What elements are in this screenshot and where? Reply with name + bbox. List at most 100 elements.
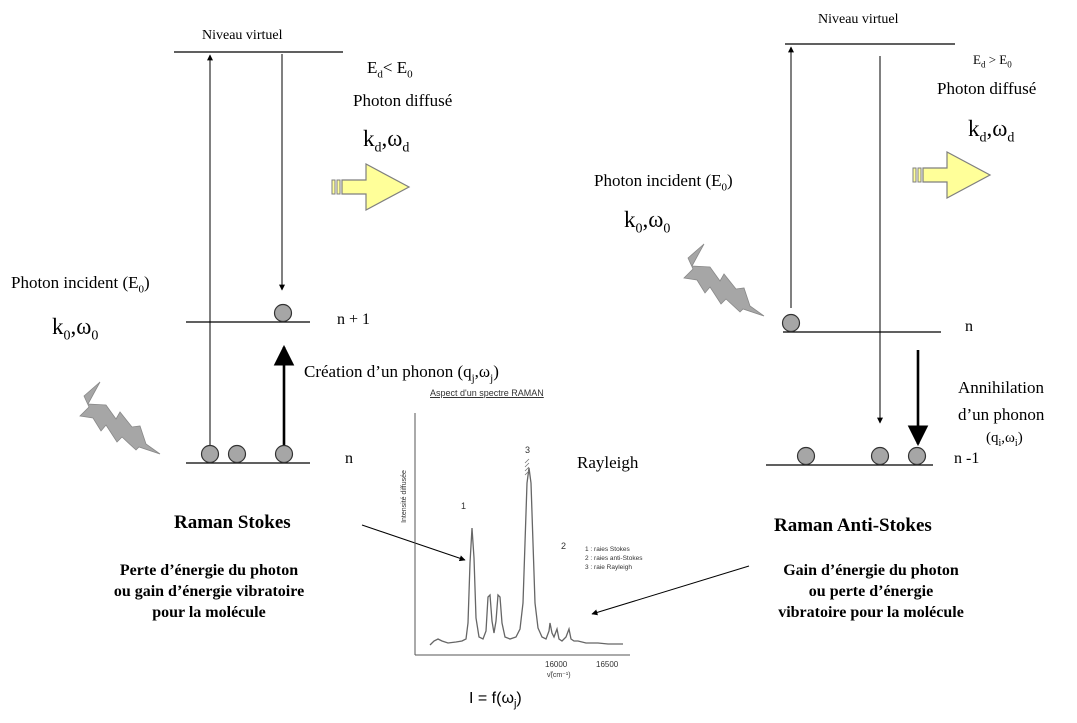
raman-anti-stokes-title: Raman Anti-Stokes [774, 515, 932, 536]
level-n-label-left: n [345, 450, 353, 467]
ground-ball-3-left [274, 444, 294, 464]
anti-stokes-description: Gain d’énergie du photon ou perte d’éner… [736, 560, 1006, 623]
energy-condition-left: Ed< E0 [367, 58, 413, 80]
omega-symbol: ,ω [642, 207, 664, 232]
anti-stokes-pointer-arrow [591, 565, 750, 616]
peak-label-rayleigh: 3 [525, 445, 531, 455]
ground-ball-3-right [907, 446, 927, 466]
formula-sub: j [513, 698, 517, 711]
peak-label-stokes: 1 [461, 501, 467, 511]
energy-mid: < E [382, 58, 408, 77]
energy-e: E [973, 52, 981, 67]
level-n1-label: n + 1 [337, 311, 371, 328]
spectrum-ylabel: Intensité diffusée [400, 470, 408, 523]
excited-ball-left [273, 303, 293, 323]
omega-symbol: ,ω [70, 314, 92, 339]
virtual-level-label-right: Niveau virtuel [818, 12, 899, 27]
spectrum-legend: 1 : raies Stokes 2 : raies anti-Stokes 3… [585, 545, 642, 572]
params-sub-i2: i [1014, 438, 1018, 449]
incident-sub: 0 [721, 181, 727, 194]
scattered-photon-arrow-right [912, 150, 992, 200]
anti-stokes-desc-line-2: ou perte d’énergie [808, 583, 934, 600]
energy-sub-d: d [980, 59, 986, 70]
k-sub: 0 [635, 221, 643, 237]
k-sub: d [374, 140, 382, 156]
ground-ball-2-right [870, 446, 890, 466]
ground-ball-2-left [227, 444, 247, 464]
incident-photon-label-left: Photon incident (E0) [11, 273, 150, 295]
energy-mid: > E [985, 52, 1008, 67]
annihilation-line-1: Annihilation [958, 378, 1044, 397]
ground-ball-1-right [796, 446, 816, 466]
omega-sub: d [1007, 130, 1015, 146]
incident-end: ) [726, 171, 733, 190]
energy-e: E [367, 58, 378, 77]
stokes-desc-line-3: pour la molécule [152, 604, 266, 621]
k-omega-d-right: kd,ωd [968, 116, 1014, 147]
omega-sub: d [402, 140, 410, 156]
params-mid: ,ω [1001, 430, 1015, 446]
k-symbol: k [52, 314, 64, 339]
annihilation-line-2: d’un phonon [958, 405, 1045, 424]
params-end: ) [1017, 430, 1023, 446]
omega-symbol: ,ω [381, 126, 403, 151]
rayleigh-peak-hatch [524, 458, 530, 476]
k-omega-0-right: k0,ω0 [624, 207, 670, 238]
phonon-params-label: (qi,ωi) [986, 430, 1023, 449]
creation-mid: ,ω [474, 362, 491, 381]
stokes-pointer-arrow [361, 524, 466, 562]
k-omega-d-left: kd,ωd [363, 126, 409, 157]
intensity-formula: I = f(ωj) [469, 690, 522, 710]
incident-end: ) [143, 273, 150, 292]
incident-main: Photon incident (E [11, 273, 139, 292]
k-symbol: k [968, 116, 980, 141]
scattered-photon-arrow-left [331, 162, 411, 212]
k-sub: d [979, 130, 987, 146]
omega-sub: 0 [91, 328, 99, 344]
legend-item-3: 3 : raie Rayleigh [585, 564, 632, 571]
spectrum-plot [414, 413, 630, 656]
omega-symbol: ,ω [986, 116, 1008, 141]
virtual-level-label-left: Niveau virtuel [202, 28, 283, 43]
excited-ball-right [781, 313, 801, 333]
params-open: (q [986, 430, 999, 446]
spectrum-xtick-16000: 16000 [545, 660, 568, 669]
params-sub-i: i [998, 438, 1002, 449]
energy-condition-right: Ed > E0 [973, 52, 1012, 70]
formula-end: ) [516, 690, 522, 707]
formula-main: I = f(ω [469, 690, 514, 707]
k-symbol: k [363, 126, 375, 151]
ground-ball-1-left [200, 444, 220, 464]
rayleigh-label: Rayleigh [577, 453, 639, 472]
peak-label-anti-stokes: 2 [561, 541, 567, 551]
incident-photon-bolt-left [79, 381, 161, 455]
incident-main: Photon incident (E [594, 171, 722, 190]
spectrum-title: Aspect d'un spectre RAMAN [430, 388, 544, 398]
energy-sub-d: d [377, 68, 383, 81]
level-n-label-right: n [965, 318, 973, 335]
level-n-minus-label: n -1 [954, 450, 980, 467]
k-symbol: k [624, 207, 636, 232]
creation-sub-j: j [471, 372, 475, 385]
stokes-description: Perte d’énergie du photon ou gain d’éner… [106, 560, 312, 623]
creation-sub-j2: j [490, 372, 494, 385]
spectrum-xlabel: ν̃(cm⁻¹) [547, 672, 571, 679]
omega-sub: 0 [663, 221, 671, 237]
incident-photon-bolt-right [683, 243, 765, 317]
incident-photon-label-right: Photon incident (E0) [594, 171, 733, 193]
k-sub: 0 [63, 328, 71, 344]
raman-stokes-title: Raman Stokes [174, 512, 291, 533]
creation-main: Création d’un phonon (q [304, 362, 472, 381]
scattered-photon-label-left: Photon diffusé [353, 91, 453, 110]
stokes-desc-line-2: ou gain d’énergie vibratoire [113, 583, 305, 600]
k-omega-0-left: k0,ω0 [52, 314, 98, 345]
spectrum-xtick-16500: 16500 [596, 660, 619, 669]
anti-stokes-desc-line-1: Gain d’énergie du photon [783, 562, 959, 579]
legend-item-1: 1 : raies Stokes [585, 546, 630, 553]
incident-sub: 0 [138, 283, 144, 296]
raman-spectrum-figure: Aspect d'un spectre RAMAN Intensité diff… [401, 383, 643, 683]
spectrum-curve [429, 467, 623, 646]
legend-item-2: 2 : raies anti-Stokes [585, 555, 643, 562]
energy-sub-0: 0 [407, 68, 413, 81]
